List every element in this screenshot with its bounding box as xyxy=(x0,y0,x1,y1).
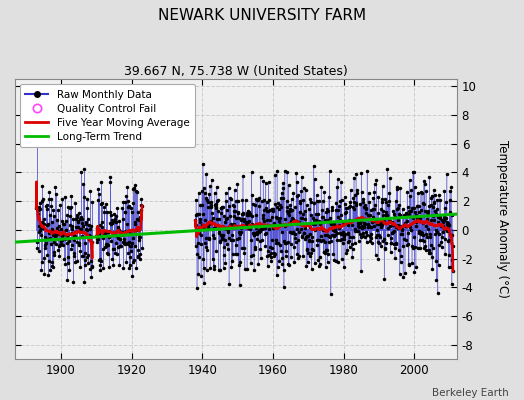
Legend: Raw Monthly Data, Quality Control Fail, Five Year Moving Average, Long-Term Tren: Raw Monthly Data, Quality Control Fail, … xyxy=(20,84,194,147)
Y-axis label: Temperature Anomaly (°C): Temperature Anomaly (°C) xyxy=(496,140,509,298)
Text: Berkeley Earth: Berkeley Earth xyxy=(432,388,508,398)
Title: 39.667 N, 75.738 W (United States): 39.667 N, 75.738 W (United States) xyxy=(124,65,348,78)
Text: NEWARK UNIVERSITY FARM: NEWARK UNIVERSITY FARM xyxy=(158,8,366,23)
